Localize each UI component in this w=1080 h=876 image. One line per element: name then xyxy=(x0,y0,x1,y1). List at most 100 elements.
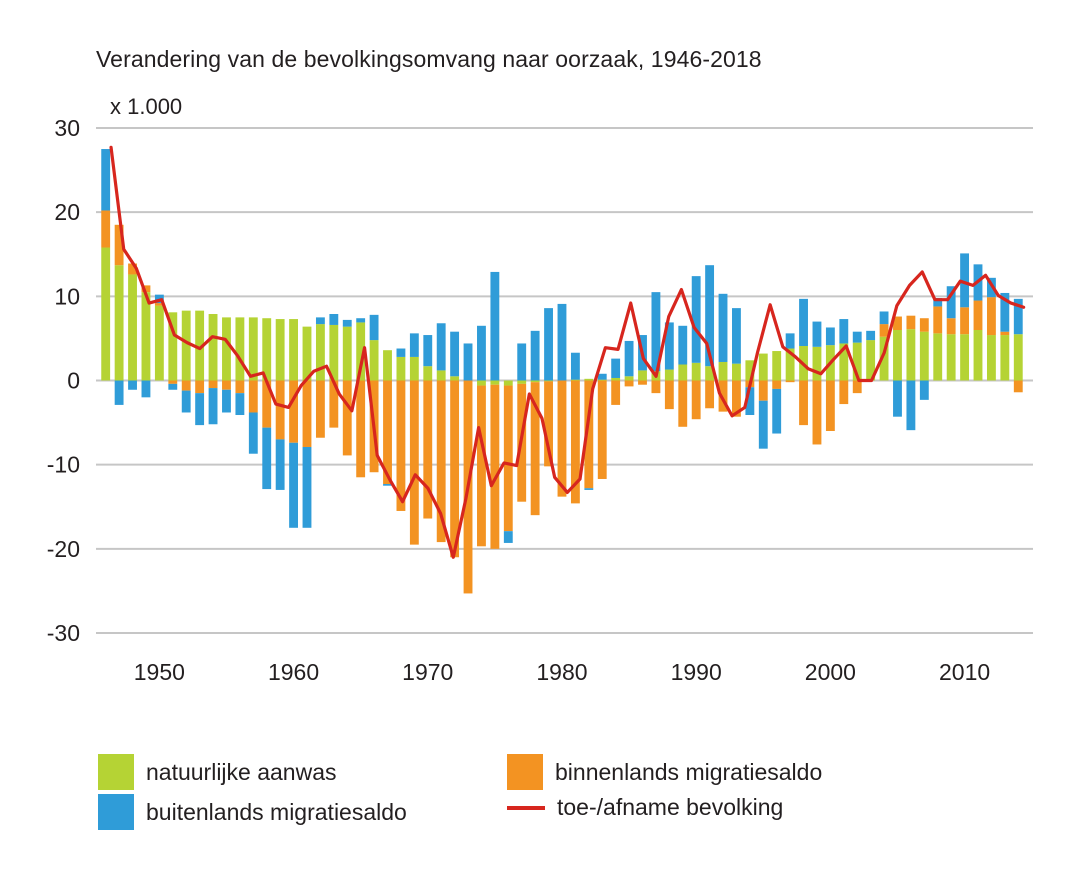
bar-foreign-migration-1980 xyxy=(557,303,567,381)
legend-line-population-change xyxy=(507,805,545,810)
bar-domestic-migration-1991 xyxy=(705,380,715,409)
bar-domestic-migration-2005 xyxy=(893,316,902,330)
bar-foreign-migration-1971 xyxy=(436,323,446,371)
bar-natural-growth-2002 xyxy=(852,342,862,381)
bar-natural-growth-1997 xyxy=(785,348,795,381)
bar-foreign-migration-1951 xyxy=(168,383,178,390)
bar-foreign-migration-1987 xyxy=(651,292,661,372)
bar-domestic-migration-1970 xyxy=(423,380,433,519)
y-tick-label--30: -30 xyxy=(47,620,80,646)
legend-item-natural-growth: natuurlijke aanwas xyxy=(98,754,337,790)
bar-foreign-migration-1991 xyxy=(705,265,715,367)
bar-natural-growth-1986 xyxy=(638,370,647,381)
bar-foreign-migration-1998 xyxy=(799,298,808,346)
bar-domestic-migration-1984 xyxy=(611,380,621,405)
x-tick-label-1950: 1950 xyxy=(134,659,185,685)
bar-domestic-migration-1955 xyxy=(222,380,231,390)
legend-label-natural-growth: natuurlijke aanwas xyxy=(146,758,337,785)
bar-domestic-migration-1979 xyxy=(544,381,553,467)
bar-foreign-migration-1962 xyxy=(315,317,325,325)
legend-swatch-natural-growth xyxy=(98,754,134,790)
bar-foreign-migration-1948 xyxy=(128,380,137,390)
bar-natural-growth-1951 xyxy=(168,312,178,381)
bar-natural-growth-2010 xyxy=(960,334,970,381)
bar-foreign-migration-1965 xyxy=(356,318,366,323)
bar-foreign-migration-2008 xyxy=(933,298,943,307)
bar-natural-growth-1993 xyxy=(732,363,741,381)
legend-item-domestic-migration: binnenlands migratiesaldo xyxy=(507,754,822,790)
bar-natural-growth-1949 xyxy=(141,292,151,381)
bar-foreign-migration-1983 xyxy=(597,373,607,380)
bar-natural-growth-1978 xyxy=(530,380,540,383)
y-tick-label-10: 10 xyxy=(54,283,80,309)
bar-foreign-migration-1953 xyxy=(195,393,205,426)
bar-domestic-migration-1980 xyxy=(557,380,567,497)
bar-domestic-migration-1957 xyxy=(248,380,258,413)
bar-foreign-migration-1990 xyxy=(691,276,701,363)
bar-domestic-migration-1964 xyxy=(342,380,352,456)
bar-natural-growth-1958 xyxy=(262,318,272,381)
bar-domestic-migration-1960 xyxy=(289,380,298,443)
bar-foreign-migration-1977 xyxy=(517,343,527,381)
bar-foreign-migration-1957 xyxy=(248,412,258,454)
y-tick-label--20: -20 xyxy=(47,536,80,562)
bar-domestic-migration-1956 xyxy=(235,380,245,394)
y-axis-tick-labels: 30 20 10 0 -10 -20 -30 xyxy=(47,115,80,646)
bar-foreign-migration-1999 xyxy=(812,321,822,347)
bar-natural-growth-1991 xyxy=(705,366,715,381)
bar-foreign-migration-2014 xyxy=(1013,298,1023,335)
bar-foreign-migration-1959 xyxy=(275,439,285,490)
bar-foreign-migration-1955 xyxy=(222,389,231,413)
bar-natural-growth-1972 xyxy=(450,376,460,381)
bar-foreign-migration-1995 xyxy=(758,400,768,449)
bar-domestic-migration-1951 xyxy=(168,380,178,384)
bar-domestic-migration-1999 xyxy=(812,380,822,445)
bar-natural-growth-1969 xyxy=(409,356,419,381)
bar-domestic-migration-1946 xyxy=(101,210,111,248)
x-tick-label-1960: 1960 xyxy=(268,659,319,685)
bar-natural-growth-1970 xyxy=(423,366,433,381)
bar-foreign-migration-1985 xyxy=(624,340,634,377)
bar-domestic-migration-1985 xyxy=(624,380,634,387)
y-tick-label-30: 30 xyxy=(54,115,80,141)
bar-foreign-migration-1975 xyxy=(490,271,500,381)
bar-foreign-migration-1997 xyxy=(785,333,795,349)
bar-domestic-migration-1976 xyxy=(503,385,513,532)
bar-natural-growth-1957 xyxy=(248,317,258,381)
bar-domestic-migration-1968 xyxy=(396,380,406,511)
bar-natural-growth-1971 xyxy=(436,370,446,381)
bar-natural-growth-1950 xyxy=(154,305,164,381)
chart-title: Verandering van de bevolkingsomvang naar… xyxy=(96,46,762,72)
bar-domestic-migration-2009 xyxy=(946,318,956,335)
bar-foreign-migration-2006 xyxy=(906,380,916,431)
bar-domestic-migration-1959 xyxy=(275,380,285,440)
bar-domestic-migration-1981 xyxy=(570,380,580,504)
bar-domestic-migration-1971 xyxy=(436,380,446,543)
bar-natural-growth-1977 xyxy=(517,380,527,384)
bar-domestic-migration-1949 xyxy=(141,285,151,293)
bar-domestic-migration-1995 xyxy=(758,380,768,401)
bar-natural-growth-1995 xyxy=(758,353,768,381)
bar-foreign-migration-1978 xyxy=(530,330,540,381)
bar-domestic-migration-2007 xyxy=(919,318,929,332)
bar-foreign-migration-2013 xyxy=(1000,292,1010,332)
bar-foreign-migration-1969 xyxy=(409,333,419,357)
bar-natural-growth-2004 xyxy=(879,336,889,381)
x-tick-label-1980: 1980 xyxy=(536,659,587,685)
bar-foreign-migration-2004 xyxy=(879,311,889,325)
bar-foreign-migration-1954 xyxy=(208,388,218,425)
bar-domestic-migration-2011 xyxy=(973,300,983,330)
bar-natural-growth-2012 xyxy=(986,335,996,381)
bars xyxy=(101,149,1023,594)
bar-domestic-migration-1967 xyxy=(383,380,392,485)
bar-natural-growth-1996 xyxy=(772,351,782,381)
line-population-change xyxy=(109,145,1026,559)
bar-natural-growth-1990 xyxy=(691,362,701,381)
bar-domestic-migration-2006 xyxy=(906,315,916,330)
bar-natural-growth-2009 xyxy=(946,334,956,381)
bar-foreign-migration-2003 xyxy=(866,330,876,341)
bar-natural-growth-1985 xyxy=(624,376,634,381)
bar-natural-growth-1967 xyxy=(383,350,392,381)
bar-natural-growth-1960 xyxy=(289,319,298,381)
